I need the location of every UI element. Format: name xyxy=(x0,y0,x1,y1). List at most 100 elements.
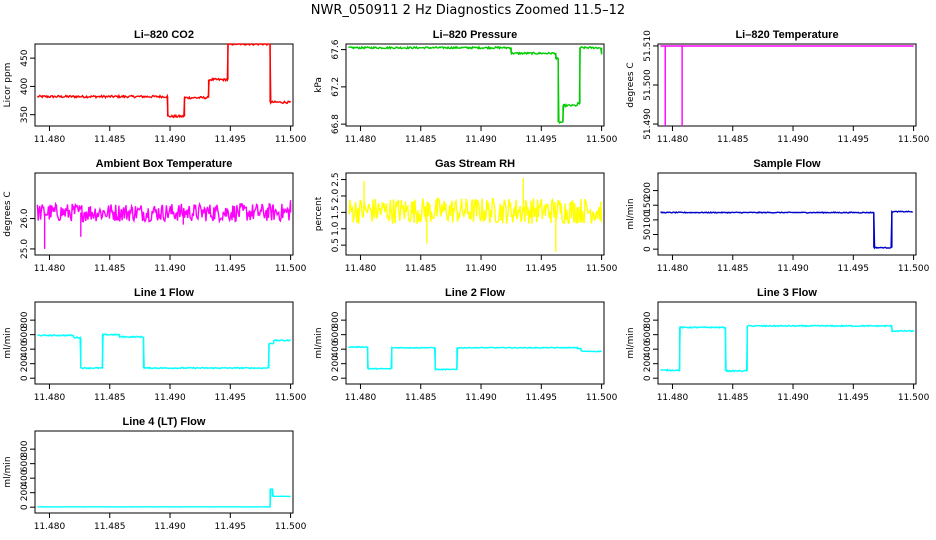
x-tick-label: 11.480 xyxy=(657,393,689,403)
y-tick-label: 66.8 xyxy=(331,114,341,134)
series-line xyxy=(660,210,913,250)
y-tick-label: 51.510 xyxy=(643,30,653,62)
chart-sampleflow: Sample Flow 11.480 11.485 11.490 11.495 11.50… xyxy=(626,158,930,274)
y-tick-label: 800 xyxy=(331,311,341,328)
x-tick-label: 11.495 xyxy=(215,393,247,403)
series-line xyxy=(347,196,603,225)
x-tick-label: 11.495 xyxy=(526,393,558,403)
x-tick-label: 11.485 xyxy=(94,135,126,145)
y-axis-label: degrees C xyxy=(3,191,13,236)
y-tick-label: 50 xyxy=(643,229,653,241)
x-tick-label: 11.500 xyxy=(586,264,618,274)
x-tick-label: 11.500 xyxy=(275,393,307,403)
y-tick-label: 0.5 xyxy=(331,238,341,252)
x-tick-label: 11.490 xyxy=(154,264,186,274)
x-tick-label: 11.490 xyxy=(465,264,497,274)
plot-frame xyxy=(345,43,605,127)
y-tick-label: 600 xyxy=(331,326,341,343)
plot-frame xyxy=(657,172,917,256)
x-tick-label: 11.495 xyxy=(838,393,870,403)
y-tick-label: 1.0 xyxy=(331,221,341,236)
x-tick-label: 11.480 xyxy=(657,135,689,145)
x-tick-label: 11.480 xyxy=(34,264,66,274)
x-tick-label: 11.480 xyxy=(345,135,377,145)
chart-title: Li–820 Pressure xyxy=(433,29,517,41)
plot-frame xyxy=(34,43,294,127)
x-tick-label: 11.500 xyxy=(275,135,307,145)
series-line xyxy=(37,332,291,370)
y-tick-label: 400 xyxy=(643,340,653,357)
plot-frame xyxy=(34,430,294,514)
chart-title: Line 3 Flow xyxy=(757,287,817,299)
y-axis-label: Licor ppm xyxy=(3,63,13,108)
y-tick-label: 600 xyxy=(643,326,653,343)
y-tick-label: 51.500 xyxy=(643,69,653,101)
x-tick-label: 11.500 xyxy=(586,135,618,145)
y-tick-label: 800 xyxy=(643,311,653,328)
y-tick-label: 350 xyxy=(20,106,30,123)
x-tick-label: 11.485 xyxy=(405,393,437,403)
y-axis-label: ml/min xyxy=(314,327,324,358)
y-axis-label: ml/min xyxy=(3,327,13,358)
x-tick-label: 11.485 xyxy=(405,264,437,274)
x-tick-label: 11.480 xyxy=(345,264,377,274)
y-tick-label: 51.490 xyxy=(643,108,653,140)
y-axis-label: degrees C xyxy=(626,62,636,107)
plot-frame xyxy=(345,301,605,385)
x-tick-label: 11.490 xyxy=(154,522,186,532)
chart-line1: Line 1 Flow 11.480 11.485 11.490 11.495 11.50… xyxy=(3,287,307,403)
y-tick-label: 0 xyxy=(643,375,653,381)
x-tick-label: 11.480 xyxy=(34,522,66,532)
x-tick-label: 11.485 xyxy=(717,264,749,274)
plot-frame xyxy=(345,172,605,256)
x-tick-label: 11.490 xyxy=(465,393,497,403)
plot-frame xyxy=(657,43,917,127)
x-tick-label: 11.480 xyxy=(345,393,377,403)
series-line xyxy=(36,200,292,224)
y-tick-label: 450 xyxy=(20,49,30,66)
x-tick-label: 11.500 xyxy=(898,393,930,403)
x-tick-label: 11.485 xyxy=(94,522,126,532)
y-tick-label: 800 xyxy=(20,311,30,328)
y-axis-label: percent xyxy=(314,196,324,231)
x-tick-label: 11.485 xyxy=(717,393,749,403)
x-tick-label: 11.495 xyxy=(838,135,870,145)
x-tick-label: 11.495 xyxy=(215,522,247,532)
x-tick-label: 11.485 xyxy=(94,264,126,274)
y-tick-label: 200 xyxy=(331,355,341,372)
figure-title: NWR_050911 2 Hz Diagnostics Zoomed 11.5–… xyxy=(311,3,625,18)
x-tick-label: 11.500 xyxy=(275,522,307,532)
y-tick-label: 100 xyxy=(643,211,653,228)
x-tick-label: 11.495 xyxy=(526,135,558,145)
chart-rh: Gas Stream RH 11.480 11.485 11.490 11.495 11.… xyxy=(314,158,618,274)
y-tick-label: 200 xyxy=(20,484,30,501)
y-tick-label: 150 xyxy=(643,196,653,213)
y-tick-label: 600 xyxy=(20,455,30,472)
series-line xyxy=(348,45,603,125)
series-line xyxy=(660,324,915,373)
x-tick-label: 11.495 xyxy=(215,135,247,145)
chart-boxtemp: Ambient Box Temperature 11.480 11.485 11.49… xyxy=(3,158,307,274)
x-tick-label: 11.500 xyxy=(275,264,307,274)
plot-frame xyxy=(34,301,294,385)
y-tick-label: 0 xyxy=(643,246,653,252)
x-tick-label: 11.500 xyxy=(898,135,930,145)
y-tick-label: 26.0 xyxy=(20,208,30,228)
y-tick-label: 67.2 xyxy=(331,77,341,97)
x-tick-label: 11.480 xyxy=(657,264,689,274)
x-tick-label: 11.490 xyxy=(465,135,497,145)
y-axis-label: ml/min xyxy=(626,327,636,358)
x-tick-label: 11.490 xyxy=(154,135,186,145)
y-tick-label: 1.5 xyxy=(331,205,341,219)
chart-panels: Li–820 CO2 11.480 11.485 11.490 11.495 11.500… xyxy=(3,29,930,532)
chart-title: Line 1 Flow xyxy=(134,287,194,299)
chart-title: Gas Stream RH xyxy=(435,158,515,170)
y-axis-label: kPa xyxy=(314,77,324,93)
chart-title: Li–820 Temperature xyxy=(735,29,838,41)
x-tick-label: 11.500 xyxy=(898,264,930,274)
y-tick-label: 600 xyxy=(20,326,30,343)
series-line xyxy=(36,43,292,119)
x-tick-label: 11.480 xyxy=(34,135,66,145)
y-tick-label: 0 xyxy=(20,504,30,510)
